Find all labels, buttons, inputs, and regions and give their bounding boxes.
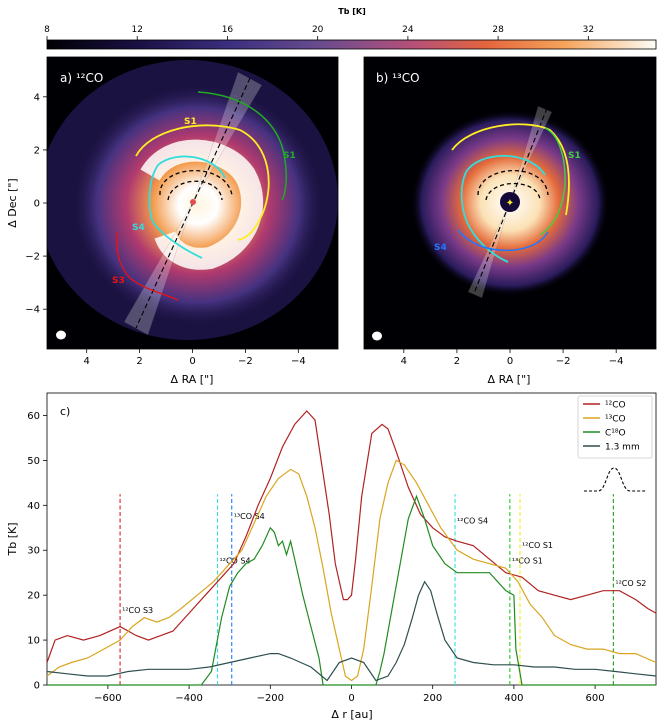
colorbar-ticks: 8 12 16 20 24 28 32	[44, 25, 594, 40]
panel-a-label-s3: S3	[112, 276, 125, 286]
x-tick-label: −2	[238, 356, 253, 367]
x-tick-label: −4	[609, 356, 624, 367]
marker-label: ¹²CO S3	[122, 606, 153, 615]
y-tick-label: 50	[27, 456, 40, 467]
x-tick-label: 400	[504, 693, 523, 704]
panel-b-title: b) ¹³CO	[376, 71, 420, 85]
x-tick-label: 2	[136, 356, 142, 367]
panel-b-label-s4: S4	[434, 243, 447, 253]
series-line	[47, 494, 656, 686]
colorbar-tick-label: 24	[402, 25, 414, 35]
y-tick-label: 0	[34, 199, 40, 210]
colorbar	[46, 39, 657, 50]
panel-b-s1-green	[539, 127, 566, 236]
x-tick-label: 2	[454, 356, 460, 367]
y-tick-label: 40	[27, 501, 40, 512]
colorbar-tick-label: 32	[583, 25, 594, 35]
colorbar-label: Tb [K]	[338, 7, 365, 16]
panel-b-beam	[372, 331, 382, 341]
marker-label: ¹²CO S4	[457, 516, 488, 525]
colorbar-tick-label: 20	[312, 25, 324, 35]
x-tick-label: 0	[507, 356, 513, 367]
colorbar-tick-label: 8	[44, 25, 50, 35]
panel-c-title: c)	[60, 405, 70, 418]
colorbar-tick-label: 12	[131, 25, 142, 35]
marker-label: ¹³CO S1	[512, 557, 543, 566]
y-tick-label: 60	[27, 411, 40, 422]
panel-a-title: a) ¹²CO	[60, 71, 103, 85]
panel-c-plot: −600 −400 −200 0 200 400 600 0 10 20 30 40 50 60 ¹²CO …	[27, 410, 657, 704]
panel-b-dashed-ring	[477, 169, 549, 201]
colorbar-tick-label: 16	[222, 25, 234, 35]
panel-b-center-hole	[500, 192, 520, 212]
panel-b-s4-cyan	[460, 155, 546, 263]
panel-a-cone-south	[123, 201, 194, 336]
y-tick-label: 30	[27, 546, 40, 557]
series-line	[46, 410, 657, 663]
panel-c-ylabel: Tb [K]	[6, 523, 19, 557]
panel-a-ylabel: Δ Dec ["]	[6, 178, 19, 227]
x-tick-label: 0	[189, 356, 195, 367]
panel-b-s1-yellow	[451, 123, 570, 216]
panel-b-xlabel: Δ RA ["]	[488, 373, 531, 386]
legend-label: ¹²CO	[605, 401, 626, 411]
x-tick-label: 200	[423, 693, 442, 704]
legend-label: ¹³CO	[605, 415, 626, 425]
panel-a-bright-arc	[140, 139, 264, 270]
y-tick-label: 2	[34, 145, 40, 156]
panel-a-label-s1-green: S1	[283, 151, 296, 161]
panel-c-xlabel: Δ r [au]	[331, 708, 372, 721]
y-tick-label: −4	[25, 305, 40, 316]
y-tick-label: 4	[34, 92, 40, 103]
x-tick-label: −600	[94, 693, 121, 704]
x-tick-label: 4	[83, 356, 89, 367]
colorbar-tick-label: 28	[492, 25, 504, 35]
legend-label: 1.3 mm	[605, 443, 640, 453]
panel-a-s3	[116, 231, 179, 301]
panel-a-dashed-ring	[159, 169, 233, 201]
marker-label: ¹³CO S4	[234, 512, 265, 521]
panel-a-s1-green	[197, 91, 287, 201]
panel-b-label-s1: S1	[568, 151, 581, 161]
panel-a-beam	[56, 330, 66, 340]
y-tick-label: 10	[27, 636, 40, 647]
series-line	[46, 459, 657, 682]
x-tick-label: −2	[556, 356, 571, 367]
panel-b-star: ✦	[506, 198, 514, 209]
panel-a-disc	[68, 80, 328, 330]
panel-a-axes: 4 4 2 2 0 0 −2 −2 −4 −4	[25, 92, 305, 367]
beam-profile	[584, 467, 646, 492]
x-tick-label: −4	[291, 356, 306, 367]
panel-a: a) ¹²CO S1 S1 S4 S3 4 4 2 2 0 0 −2 −2 −4 −4 Δ RA …	[6, 56, 339, 386]
panel-c-frame	[46, 392, 657, 686]
panel-b-s4-blue	[457, 229, 549, 252]
y-tick-label: −2	[25, 252, 40, 263]
legend-label: C¹⁸O	[605, 429, 626, 439]
x-tick-label: −200	[257, 693, 284, 704]
panel-a-s1-yellow	[135, 124, 270, 241]
panel-c: −600 −400 −200 0 200 400 600 0 10 20 30 40 50 60 ¹²CO …	[6, 392, 657, 721]
panel-a-xlabel: Δ RA ["]	[171, 373, 214, 386]
x-tick-label: 4	[401, 356, 407, 367]
panel-a-star	[190, 199, 196, 205]
panel-a-label-s1-yellow: S1	[184, 117, 197, 127]
y-tick-label: 0	[34, 681, 40, 692]
marker-label: ¹²CO S2	[615, 579, 646, 588]
x-tick-label: 0	[348, 693, 354, 704]
panel-a-s4	[148, 155, 226, 259]
marker-label: ¹²CO S1	[522, 541, 553, 550]
legend-box	[577, 395, 653, 459]
x-tick-label: 600	[586, 693, 605, 704]
panel-c-legend: ¹²CO ¹³CO C¹⁸O 1.3 mm	[577, 395, 653, 459]
panel-b-cut-line	[472, 107, 548, 297]
panel-b-cone	[509, 105, 553, 203]
panel-b-axes: 4 2 0 −2 −4	[401, 349, 624, 367]
x-tick-label: −400	[175, 693, 202, 704]
y-tick-label: 20	[27, 591, 40, 602]
panel-b: ✦ b) ¹³CO S1 S4 4 2 0 −2 −4 Δ RA ["]	[363, 56, 657, 386]
panel-a-label-s4: S4	[132, 223, 145, 233]
series-line	[46, 580, 657, 682]
